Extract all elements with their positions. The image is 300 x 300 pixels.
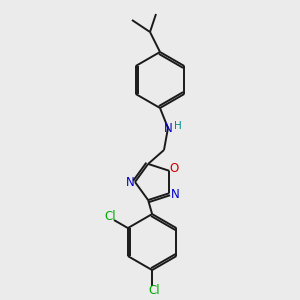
Text: N: N xyxy=(164,122,172,134)
Text: Cl: Cl xyxy=(148,284,160,297)
Text: Cl: Cl xyxy=(104,210,116,223)
Text: H: H xyxy=(174,121,182,131)
Text: N: N xyxy=(171,188,180,201)
Text: N: N xyxy=(126,176,134,190)
Text: O: O xyxy=(170,162,179,175)
